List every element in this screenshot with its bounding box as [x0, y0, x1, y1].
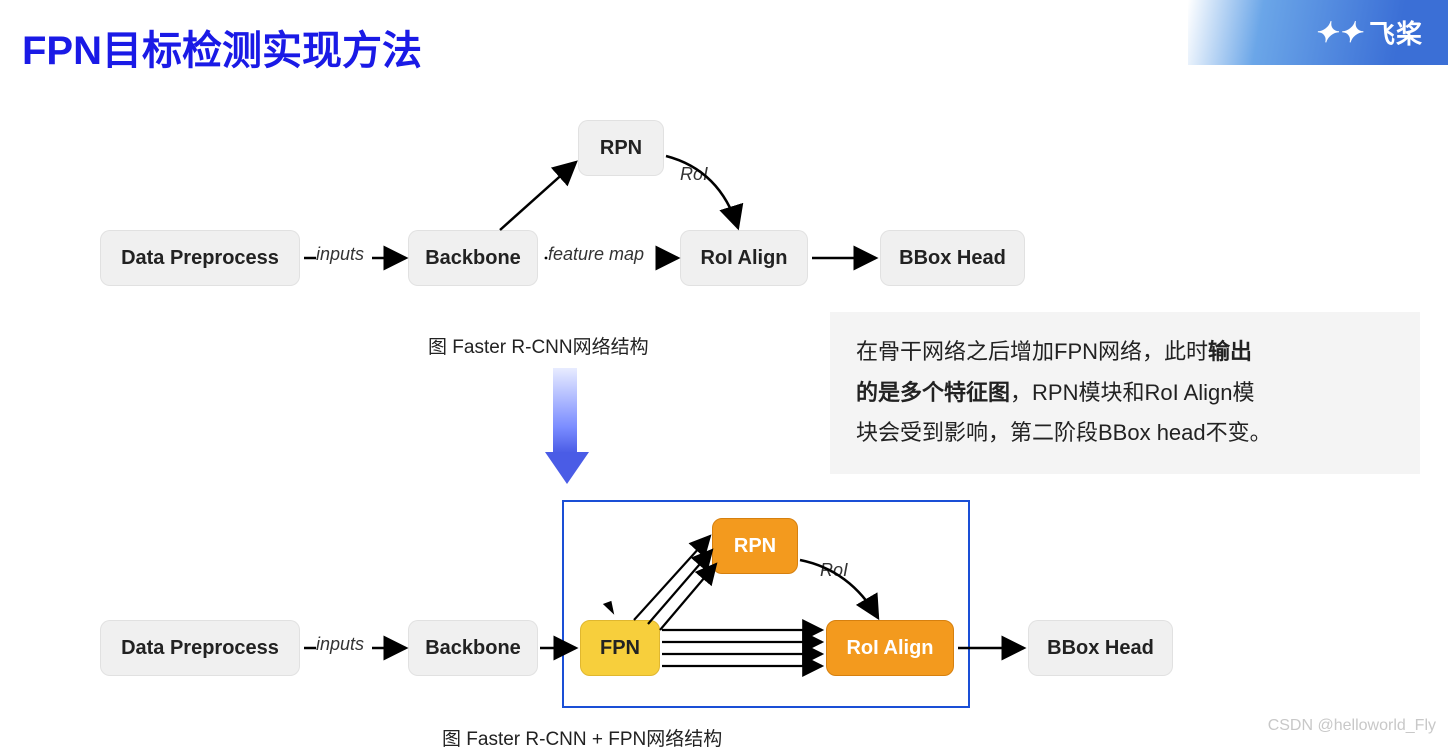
desc-line-3: 块会受到影响，第二阶段BBox head不变。: [856, 413, 1394, 454]
d1-bbox-head: BBox Head: [880, 230, 1025, 286]
d1-label-inputs: inputs: [316, 244, 364, 265]
paddle-logo: ✦✦ 飞桨: [1188, 0, 1448, 65]
d2-data-preprocess: Data Preprocess: [100, 620, 300, 676]
logo-text: 飞桨: [1369, 14, 1423, 51]
watermark: CSDN @helloworld_Fly: [1268, 717, 1436, 735]
page-title: FPN目标检测实现方法: [22, 18, 422, 76]
d2-caption: 图 Faster R-CNN + FPN网络结构: [442, 724, 722, 751]
logo-glyph: ✦✦: [1314, 16, 1363, 49]
desc-line-1: 在骨干网络之后增加FPN网络，此时输出: [856, 332, 1394, 373]
transition-arrow-icon: [545, 368, 585, 488]
d2-label-roi: RoI: [820, 560, 848, 581]
d1-data-preprocess: Data Preprocess: [100, 230, 300, 286]
d2-rpn: RPN: [712, 518, 798, 574]
d2-backbone: Backbone: [408, 620, 538, 676]
d2-fpn: FPN: [580, 620, 660, 676]
d1-roi-align: RoI Align: [680, 230, 808, 286]
diagram-canvas: Data Preprocess Backbone RPN RoI Align B…: [0, 100, 1448, 740]
description-box: 在骨干网络之后增加FPN网络，此时输出 的是多个特征图，RPN模块和RoI Al…: [830, 312, 1420, 474]
d2-roi-align: RoI Align: [826, 620, 954, 676]
d1-caption: 图 Faster R-CNN网络结构: [428, 332, 649, 359]
d2-bbox-head: BBox Head: [1028, 620, 1173, 676]
desc-line-2: 的是多个特征图，RPN模块和RoI Align模: [856, 373, 1394, 414]
d2-label-inputs: inputs: [316, 634, 364, 655]
d1-rpn: RPN: [578, 120, 664, 176]
d1-label-featuremap: feature map: [548, 244, 644, 265]
d1-label-roi: RoI: [680, 164, 708, 185]
d1-backbone: Backbone: [408, 230, 538, 286]
